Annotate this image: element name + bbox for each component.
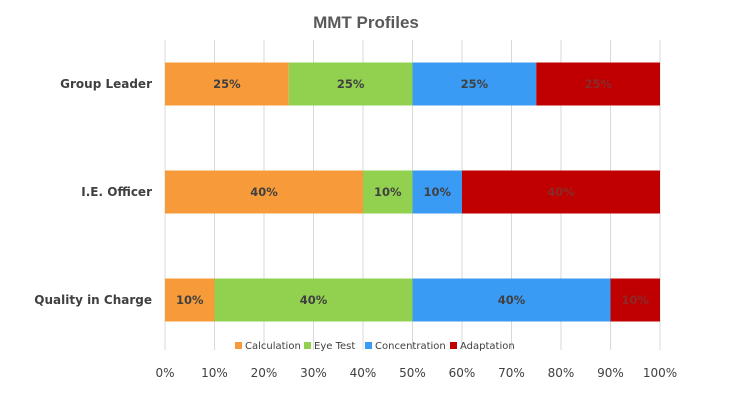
bar-quality-in-charge-calculation (165, 278, 215, 322)
legend-label-eye-test: Eye Test (314, 341, 355, 352)
x-axis-ticks: 0% 10% 20% 30% 40% 50% 60% 70% 80% 90% 100% (155, 366, 677, 380)
x-tick-label: 70% (498, 366, 525, 380)
legend-swatch-concentration (365, 342, 372, 349)
data-label-group-leader-concentration: 25% (461, 77, 489, 91)
data-label-group-leader-eye-test: 25% (337, 77, 365, 91)
x-tick-label: 40% (350, 366, 377, 380)
category-label-i-e-officer: I.E. Officer (81, 185, 152, 199)
legend-label-calculation: Calculation (245, 341, 301, 352)
x-tick-label: 30% (300, 366, 327, 380)
bar-group-leader-concentration (412, 62, 537, 106)
legend: Calculation Eye Test Concentration Adaptati… (235, 341, 515, 352)
data-label-quality-in-charge-calculation: 10% (176, 293, 204, 307)
data-label-i-e-officer-adaptation: 40% (547, 185, 575, 199)
data-label-quality-in-charge-concentration: 40% (498, 293, 526, 307)
x-tick-label: 80% (548, 366, 575, 380)
legend-label-concentration: Concentration (375, 341, 446, 352)
x-tick-label: 60% (449, 366, 476, 380)
category-label-quality-in-charge: Quality in Charge (34, 293, 152, 307)
bar-i-e-officer-concentration (412, 170, 462, 214)
data-label-i-e-officer-eye-test: 10% (374, 185, 402, 199)
data-label-group-leader-adaptation: 25% (584, 77, 612, 91)
data-label-quality-in-charge-eye-test: 40% (300, 293, 328, 307)
legend-swatch-calculation (235, 342, 242, 349)
data-label-group-leader-calculation: 25% (213, 77, 241, 91)
x-tick-label: 10% (201, 366, 228, 380)
bar-i-e-officer-eye-test (363, 170, 413, 214)
bar-group-leader-adaptation (536, 62, 660, 106)
bar-i-e-officer-calculation (165, 170, 363, 214)
category-labels: Group Leader I.E. Officer Quality in Charg… (34, 77, 152, 307)
bar-group-leader-calculation (165, 62, 289, 106)
bar-i-e-officer-adaptation (462, 170, 660, 214)
bar-quality-in-charge-concentration (412, 278, 611, 322)
bars: 25% 25% 25% 25% 40% 10% 10% 40% 10% 40% 40% 10% (165, 62, 660, 322)
legend-swatch-adaptation (450, 342, 457, 349)
chart-title: MMT Profiles (313, 13, 419, 32)
x-tick-label: 50% (399, 366, 426, 380)
bar-group-leader-eye-test (288, 62, 413, 106)
data-label-i-e-officer-concentration: 10% (423, 185, 451, 199)
x-tick-label: 0% (155, 366, 174, 380)
data-label-i-e-officer-calculation: 40% (250, 185, 278, 199)
data-label-quality-in-charge-adaptation: 10% (621, 293, 649, 307)
x-tick-label: 90% (597, 366, 624, 380)
legend-label-adaptation: Adaptation (460, 341, 515, 352)
x-tick-label: 100% (643, 366, 677, 380)
category-label-group-leader: Group Leader (60, 77, 152, 91)
bar-quality-in-charge-eye-test (214, 278, 413, 322)
legend-swatch-eye-test (304, 342, 311, 349)
x-tick-label: 20% (251, 366, 278, 380)
bar-quality-in-charge-adaptation (610, 278, 660, 322)
